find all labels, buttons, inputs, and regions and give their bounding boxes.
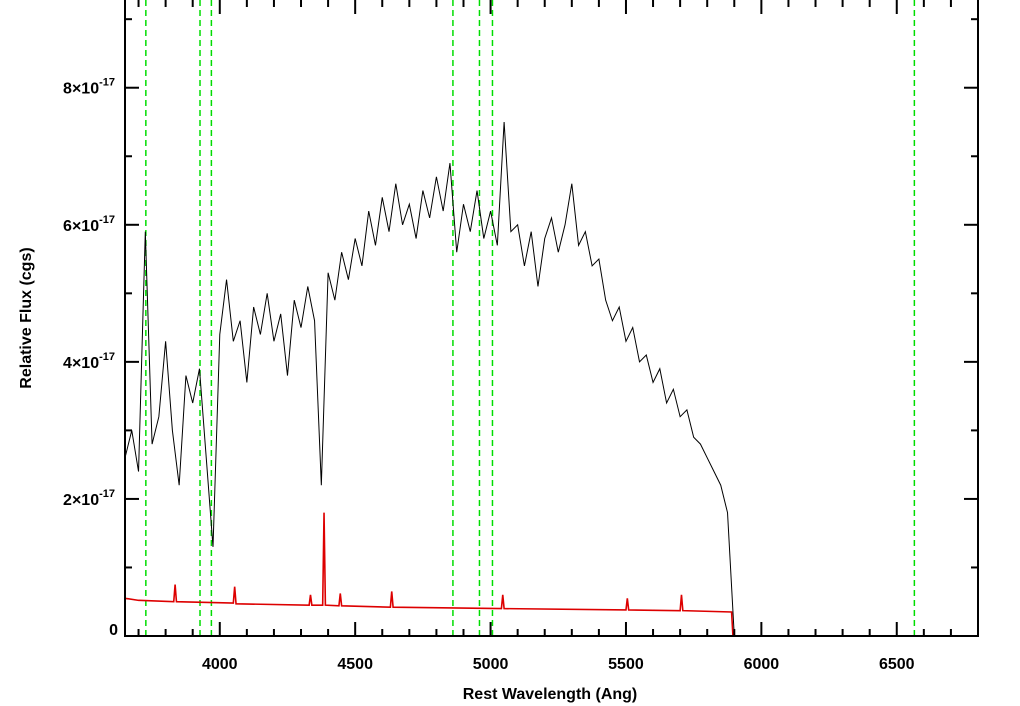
x-axis-label: Rest Wavelength (Ang) xyxy=(463,686,638,703)
x-tick-label: 6500 xyxy=(879,656,915,673)
y-tick-mantissa: 6×10 xyxy=(63,218,99,235)
spectrum-line xyxy=(124,512,978,637)
y-tick-exponent: -17 xyxy=(99,214,115,226)
y-tick-exponent: -17 xyxy=(99,351,115,363)
spectrum-line xyxy=(124,121,735,637)
y-tick-exponent: -17 xyxy=(99,77,115,89)
y-tick-exponent: -17 xyxy=(99,488,115,500)
x-tick-label: 6000 xyxy=(744,656,780,673)
x-tick-label: 5000 xyxy=(473,656,509,673)
x-tick-label: 5500 xyxy=(608,656,644,673)
x-tick-label: 4500 xyxy=(337,656,373,673)
y-tick-label: 4×10-17 xyxy=(63,351,115,372)
y-tick-label: 8×10-17 xyxy=(63,77,115,98)
y-tick-label: 6×10-17 xyxy=(63,214,115,235)
y-tick-mantissa: 4×10 xyxy=(63,355,99,372)
y-tick-mantissa: 8×10 xyxy=(63,81,99,98)
y-tick-label: 2×10-17 xyxy=(63,488,115,509)
y-tick-label: 0 xyxy=(109,622,118,639)
y-axis-label: Relative Flux (cgs) xyxy=(18,247,35,388)
x-tick-label: 4000 xyxy=(202,656,238,673)
plot-frame xyxy=(124,0,979,637)
y-tick-mantissa: 2×10 xyxy=(63,492,99,509)
